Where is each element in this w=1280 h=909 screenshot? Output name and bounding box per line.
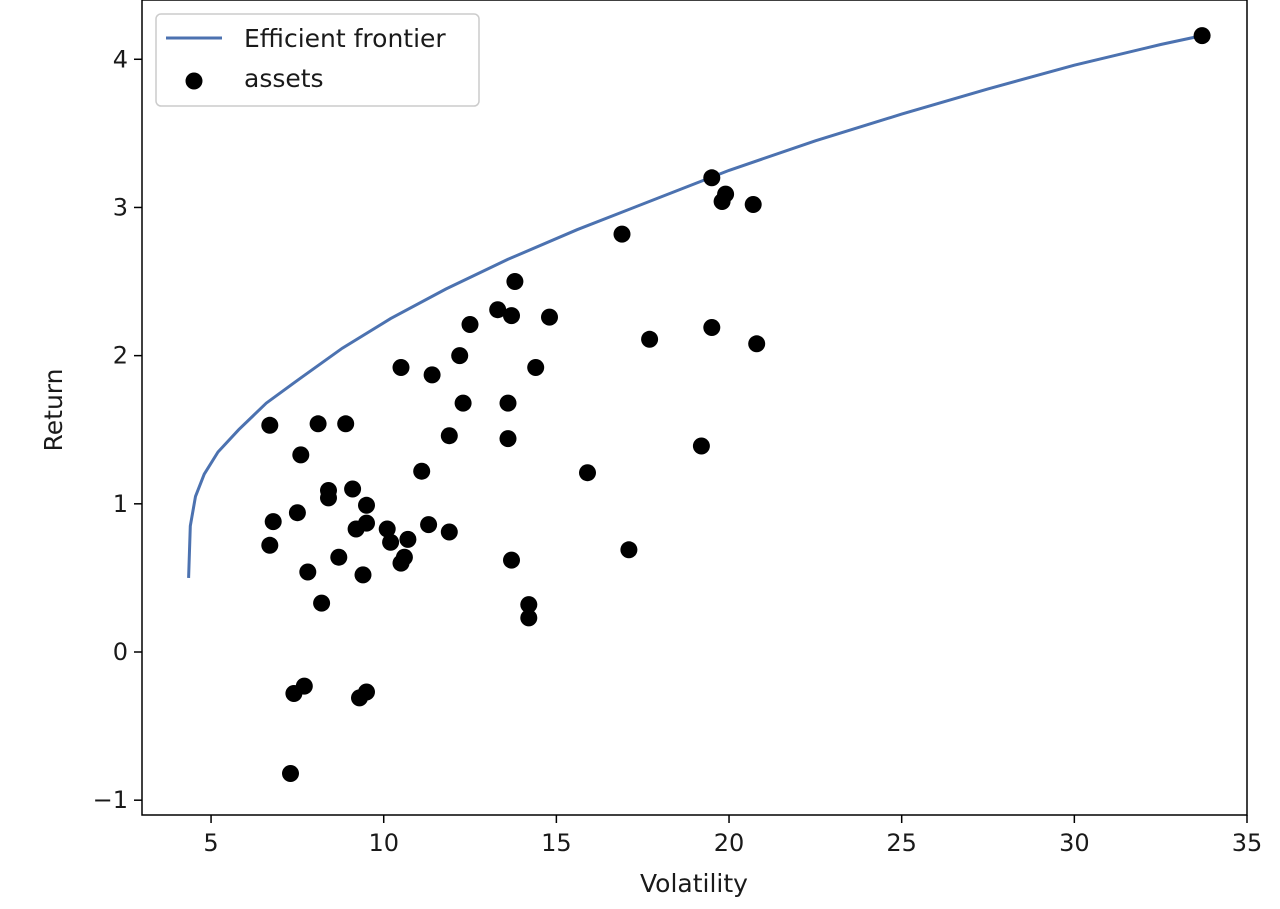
asset-point <box>1193 27 1211 45</box>
x-axis-label: Volatility <box>640 869 748 898</box>
asset-point <box>451 347 469 365</box>
x-tick-label: 20 <box>714 829 745 857</box>
asset-point <box>703 319 721 336</box>
asset-point <box>520 609 538 627</box>
x-tick-label: 10 <box>368 829 399 857</box>
asset-point <box>620 541 638 559</box>
y-axis: −1 0 1 2 3 4 <box>93 45 142 814</box>
asset-point <box>713 193 731 210</box>
asset-point <box>392 359 410 376</box>
asset-point <box>641 330 659 348</box>
legend: Efficient frontier assets <box>155 13 480 107</box>
legend-swatch-assets <box>185 72 203 90</box>
y-axis-label: Return <box>39 369 68 452</box>
asset-point <box>489 301 507 319</box>
asset-point <box>506 273 524 290</box>
asset-point <box>337 415 355 433</box>
y-tick-label: 3 <box>113 193 128 221</box>
asset-point <box>299 563 317 581</box>
asset-point <box>288 504 306 522</box>
asset-point <box>527 359 545 376</box>
series-line-efficient-frontier <box>187 34 1203 578</box>
asset-point <box>503 307 520 325</box>
axes-frame <box>141 0 1248 816</box>
y-tick-label: 2 <box>113 342 128 370</box>
x-tick-label: 35 <box>1232 829 1263 857</box>
asset-point <box>420 516 438 534</box>
asset-point <box>748 335 766 353</box>
asset-point <box>351 689 368 707</box>
asset-point <box>292 446 310 464</box>
asset-point <box>309 415 327 433</box>
axes-background <box>142 0 1247 815</box>
y-tick-label: 0 <box>113 638 128 666</box>
asset-point <box>461 316 479 333</box>
y-tick-label: −1 <box>93 786 128 814</box>
asset-point <box>499 430 517 448</box>
asset-point <box>413 462 431 480</box>
asset-point <box>344 480 362 498</box>
asset-point <box>354 566 372 584</box>
asset-point <box>440 427 458 445</box>
asset-point <box>499 394 517 412</box>
asset-point <box>541 308 558 326</box>
asset-point <box>503 551 520 569</box>
asset-point <box>613 225 631 243</box>
asset-point <box>358 496 375 514</box>
asset-point <box>261 416 279 434</box>
asset-point <box>520 596 538 614</box>
points-layer <box>261 27 1211 782</box>
frontier-layer <box>187 34 1203 578</box>
x-tick-label: 15 <box>541 829 572 857</box>
legend-label-assets: assets <box>244 64 324 93</box>
asset-point <box>320 489 337 507</box>
asset-point <box>330 548 348 566</box>
asset-point <box>454 394 472 412</box>
asset-point <box>261 536 279 554</box>
plot-area <box>142 0 1247 815</box>
asset-point <box>744 196 762 213</box>
x-tick-label: 5 <box>203 829 218 857</box>
x-tick-label: 25 <box>886 829 917 857</box>
asset-point <box>378 520 396 538</box>
asset-point <box>703 169 721 187</box>
legend-label-efficient-frontier: Efficient frontier <box>244 24 446 53</box>
asset-point <box>382 533 400 551</box>
y-tick-label: 4 <box>113 45 128 73</box>
asset-point <box>423 366 441 384</box>
asset-point <box>347 520 365 538</box>
asset-point <box>264 513 282 531</box>
x-axis: 5 10 15 20 25 30 35 <box>203 815 1262 857</box>
legend-frame <box>155 13 480 107</box>
asset-point <box>440 523 458 541</box>
x-tick-label: 30 <box>1059 829 1090 857</box>
asset-point <box>392 554 410 572</box>
y-tick-label: 1 <box>113 490 128 518</box>
asset-point <box>579 464 596 482</box>
asset-point <box>285 685 303 702</box>
asset-point <box>399 530 417 548</box>
asset-point <box>313 594 331 612</box>
asset-point <box>282 765 299 782</box>
asset-point <box>692 437 710 455</box>
